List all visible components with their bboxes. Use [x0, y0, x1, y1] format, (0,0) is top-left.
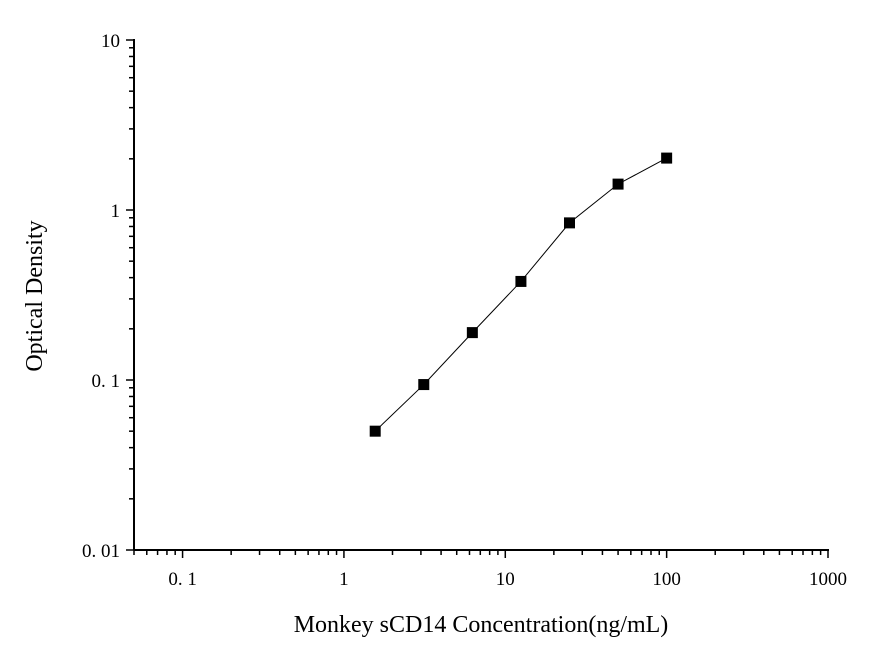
- y-tick-label: 0. 1: [92, 371, 121, 392]
- data-point-marker: [466, 327, 478, 339]
- data-point-marker: [612, 178, 624, 190]
- x-tick-label: 1: [339, 569, 349, 590]
- data-point-marker: [661, 152, 673, 164]
- y-tick-label: 0. 01: [82, 541, 120, 562]
- data-series: [369, 152, 673, 437]
- y-tick-label: 1: [111, 201, 121, 222]
- data-point-marker: [563, 217, 575, 229]
- x-tick-label: 0. 1: [168, 569, 197, 590]
- x-tick-label: 1000: [809, 569, 847, 590]
- series-line: [374, 157, 667, 432]
- data-point-marker: [369, 425, 381, 437]
- x-tick-label: 100: [652, 569, 681, 590]
- x-axis-title: Monkey sCD14 Concentration(ng/mL): [294, 612, 669, 638]
- x-tick-label: 10: [496, 569, 515, 590]
- y-tick-label: 10: [101, 31, 120, 52]
- data-point-marker: [418, 379, 430, 391]
- data-point-marker: [515, 275, 527, 287]
- axes: 0. 1 1 10 100 1000 0. 01 0. 1 1 10: [82, 31, 847, 590]
- y-axis-title: Optical Density: [22, 220, 48, 371]
